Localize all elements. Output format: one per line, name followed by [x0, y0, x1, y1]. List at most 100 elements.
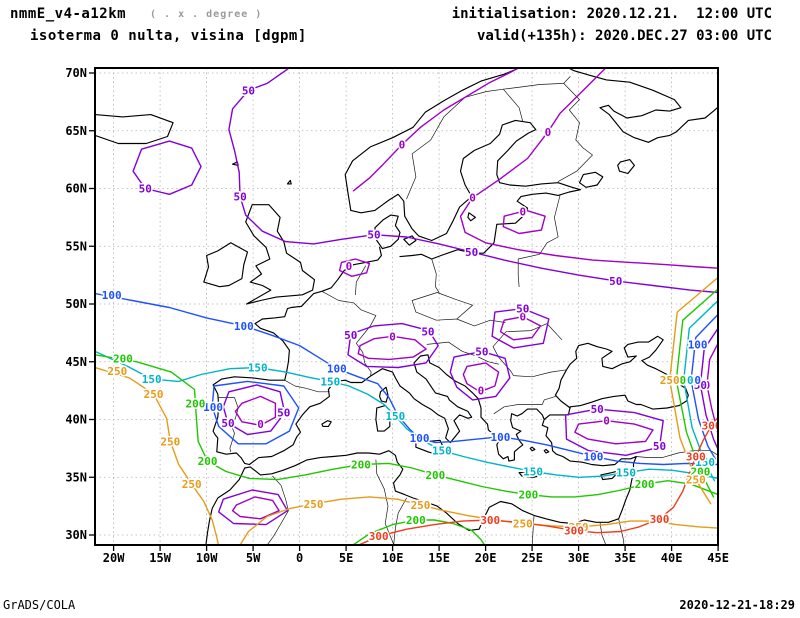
lon-axis-label: 5W — [246, 551, 261, 565]
lon-axis-label: 15W — [149, 551, 171, 565]
border-path — [492, 323, 563, 372]
contour-label-100: 100 — [584, 450, 604, 463]
contour-line-0 — [338, 258, 371, 277]
border-path — [406, 76, 571, 200]
lon-axis-label: 10W — [196, 551, 218, 565]
contour-line-250 — [95, 366, 220, 545]
contour-line-50 — [449, 350, 511, 401]
lon-axis-label: 15E — [428, 551, 450, 565]
initialisation-time: initialisation: 2020.12.21. 12:00 UTC — [451, 6, 772, 22]
contour-line-100 — [690, 313, 718, 460]
contour-label-150: 150 — [432, 445, 452, 458]
coastlines — [95, 68, 718, 545]
contour-label-150: 150 — [142, 373, 162, 386]
contour-label-0: 0 — [346, 260, 353, 273]
lon-axis-label: 45E — [707, 551, 729, 565]
lat-axis-label: 60N — [65, 182, 87, 196]
contour-label-150: 150 — [248, 362, 268, 375]
border-path — [531, 515, 535, 545]
contour-label-150: 150 — [695, 456, 715, 469]
lat-axis-label: 30N — [65, 528, 87, 542]
contour-label-0: 0 — [399, 139, 406, 152]
border-path — [502, 88, 524, 122]
contour-label-250: 250 — [411, 499, 431, 512]
lon-axis-label: 25E — [521, 551, 543, 565]
contour-label-200: 200 — [425, 469, 445, 482]
contour-line-50 — [491, 307, 550, 349]
contour-label-0: 0 — [519, 311, 526, 324]
lon-axis-label: 0 — [296, 551, 303, 565]
contour-label-50: 50 — [475, 345, 488, 358]
lon-axis-label: 20W — [103, 551, 125, 565]
contour-label-300: 300 — [650, 513, 670, 526]
contour-label-0: 0 — [704, 379, 711, 392]
coastline-path — [286, 179, 292, 185]
lon-axis-label: 40E — [661, 551, 683, 565]
contour-label-100: 100 — [203, 401, 223, 414]
contour-label-50: 50 — [242, 84, 255, 97]
contour-label-250: 250 — [660, 374, 680, 387]
contour-line-0 — [459, 68, 718, 269]
contour-label-0: 0 — [257, 418, 264, 431]
contour-lines — [95, 68, 718, 545]
contour-label-50: 50 — [694, 379, 707, 392]
contour-line-0 — [499, 316, 542, 341]
contour-label-100: 100 — [688, 338, 708, 351]
coastline-path — [467, 212, 476, 222]
coastline-path — [248, 335, 689, 466]
coastline-path — [344, 68, 718, 211]
contour-line-150 — [683, 299, 718, 482]
border-path — [321, 290, 377, 378]
contour-label-50: 50 — [653, 440, 666, 453]
contour-label-250: 250 — [513, 517, 533, 530]
coastline-path — [245, 204, 316, 305]
coastline-path — [543, 448, 550, 454]
lat-axis-label: 35N — [65, 470, 87, 484]
border-path — [493, 396, 556, 415]
contour-line-0 — [352, 68, 520, 192]
model-name: nmmE_v4-a12km — [10, 6, 127, 22]
coastline-path — [321, 420, 332, 427]
contour-line-300 — [357, 416, 718, 545]
coastline-path — [379, 386, 389, 403]
contour-label-50: 50 — [344, 329, 357, 342]
contour-line-50 — [222, 384, 286, 436]
contour-line-100 — [95, 292, 718, 466]
border-path — [517, 195, 561, 288]
contour-line-50 — [228, 68, 718, 294]
contour-label-150: 150 — [320, 375, 340, 388]
contour-line-150 — [95, 350, 718, 480]
contour-line-50 — [699, 327, 718, 451]
contour-label-300: 300 — [702, 419, 722, 432]
contour-label-0: 0 — [603, 415, 610, 428]
contour-label-250: 250 — [160, 435, 180, 448]
contour-label-200: 200 — [186, 397, 206, 410]
contour-label-200: 200 — [666, 374, 686, 387]
contour-line-0 — [234, 395, 277, 426]
country-borders — [217, 76, 718, 545]
contour-label-0: 0 — [478, 385, 485, 398]
border-path — [431, 258, 440, 293]
contour-label-200: 200 — [351, 459, 371, 472]
contour-label-250: 250 — [686, 474, 706, 487]
contour-label-50: 50 — [591, 403, 604, 416]
contour-label-300: 300 — [480, 514, 500, 527]
contour-label-150: 150 — [616, 467, 636, 480]
lon-axis-label: 10E — [382, 551, 404, 565]
contour-label-100: 100 — [234, 320, 254, 333]
contour-line-250 — [669, 276, 718, 505]
coastline-path — [617, 159, 635, 175]
contour-label-100: 100 — [327, 363, 347, 376]
contour-line-0 — [462, 362, 500, 393]
lon-axis-label: 20E — [475, 551, 497, 565]
contour-line-200 — [675, 288, 718, 498]
border-path — [393, 497, 407, 545]
lon-axis-label: 5E — [339, 551, 353, 565]
map-frame — [94, 67, 719, 546]
contour-label-250: 250 — [304, 498, 324, 511]
contour-label-100: 100 — [491, 431, 511, 444]
valid-time: valid(+135h): 2020.DEC.27 03:00 UTC — [476, 28, 772, 44]
